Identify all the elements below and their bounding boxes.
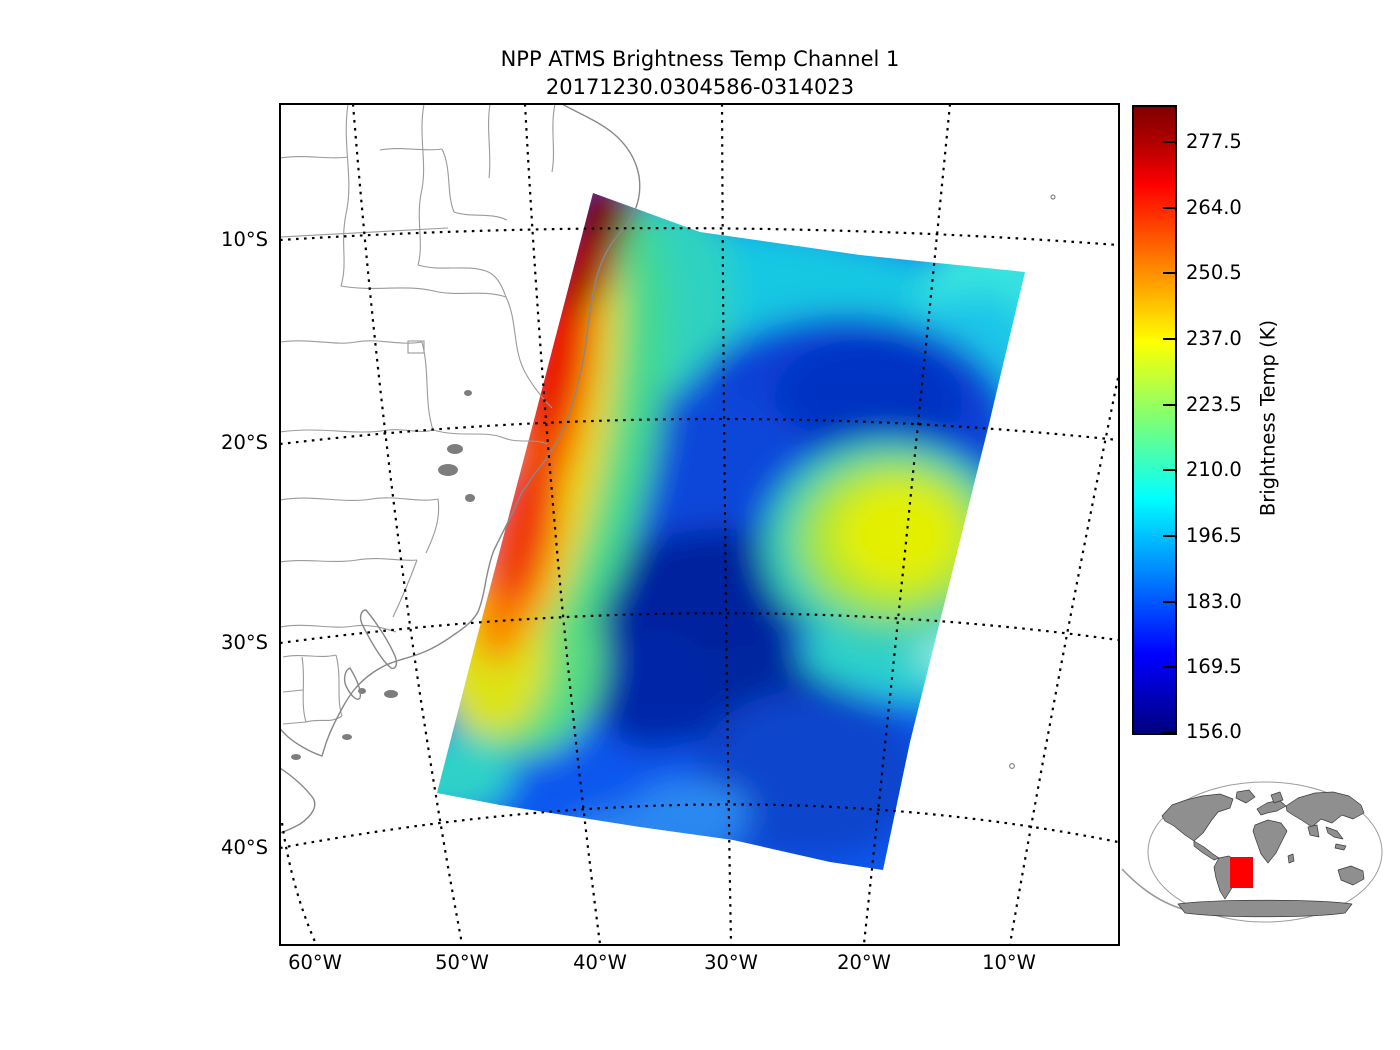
colorbar-tickmark [1163, 731, 1175, 734]
meridian-60w [281, 822, 318, 944]
ytick-label-20s: 20°S [221, 431, 268, 454]
colorbar-tick-label: 156.0 [1186, 720, 1242, 743]
plot-subtitle: 20171230.0304586-0314023 [545, 75, 855, 99]
colorbar-tick-label: 264.0 [1186, 196, 1242, 219]
colorbar-tickmark [1163, 207, 1175, 210]
xtick-label-20w: 20°W [837, 951, 891, 974]
parallel-10s [281, 227, 1118, 247]
colorbar-tick-label: 210.0 [1186, 458, 1242, 481]
inset-locator-map [1147, 781, 1383, 923]
map-plot-frame [279, 103, 1120, 946]
meridian-30w [720, 105, 733, 944]
colorbar-tick-label: 223.5 [1186, 393, 1242, 416]
plot-title: NPP ATMS Brightness Temp Channel 1 [500, 47, 900, 71]
meridian-40w [523, 105, 602, 944]
state-borders [281, 105, 556, 725]
ytick-label-40s: 40°S [221, 836, 268, 859]
colorbar-tickmark [1163, 535, 1175, 538]
colorbar [1132, 105, 1177, 735]
meridian-10w [1008, 377, 1118, 944]
xtick-label-50w: 50°W [435, 951, 489, 974]
colorbar-tick-label: 183.0 [1186, 590, 1242, 613]
parallel-40s [281, 803, 1118, 849]
colorbar-tick-label: 250.5 [1186, 261, 1242, 284]
colorbar-tickmark [1163, 666, 1175, 669]
island-specks [1008, 194, 1056, 769]
colorbar-tickmark [1163, 141, 1175, 144]
colorbar-tickmark [1163, 272, 1175, 275]
inset-swath-footprint [1230, 857, 1253, 888]
colorbar-tick-label: 277.5 [1186, 130, 1242, 153]
xtick-label-30w: 30°W [704, 951, 758, 974]
urban-area-patches [291, 390, 475, 760]
colorbar-tick-label: 169.5 [1186, 655, 1242, 678]
colorbar-axis-label: Brightness Temp (K) [1256, 319, 1280, 517]
colorbar-tickmark [1163, 469, 1175, 472]
colorbar-tickmark [1163, 338, 1175, 341]
meridian-50w [351, 105, 464, 944]
inset-continents [1161, 789, 1365, 918]
colorbar-tick-label: 237.0 [1186, 327, 1242, 350]
xtick-label-40w: 40°W [573, 951, 627, 974]
meridian-20w [862, 105, 952, 944]
ytick-label-10s: 10°S [221, 228, 268, 251]
graticule [281, 105, 1118, 944]
coastline [281, 105, 641, 834]
xtick-label-60w: 60°W [288, 951, 342, 974]
colorbar-tickmark [1163, 404, 1175, 407]
xtick-label-10w: 10°W [982, 951, 1036, 974]
ytick-label-30s: 30°S [221, 631, 268, 654]
colorbar-tickmark [1163, 601, 1175, 604]
colorbar-tick-label: 196.5 [1186, 524, 1242, 547]
parallel-20s [281, 417, 1118, 445]
